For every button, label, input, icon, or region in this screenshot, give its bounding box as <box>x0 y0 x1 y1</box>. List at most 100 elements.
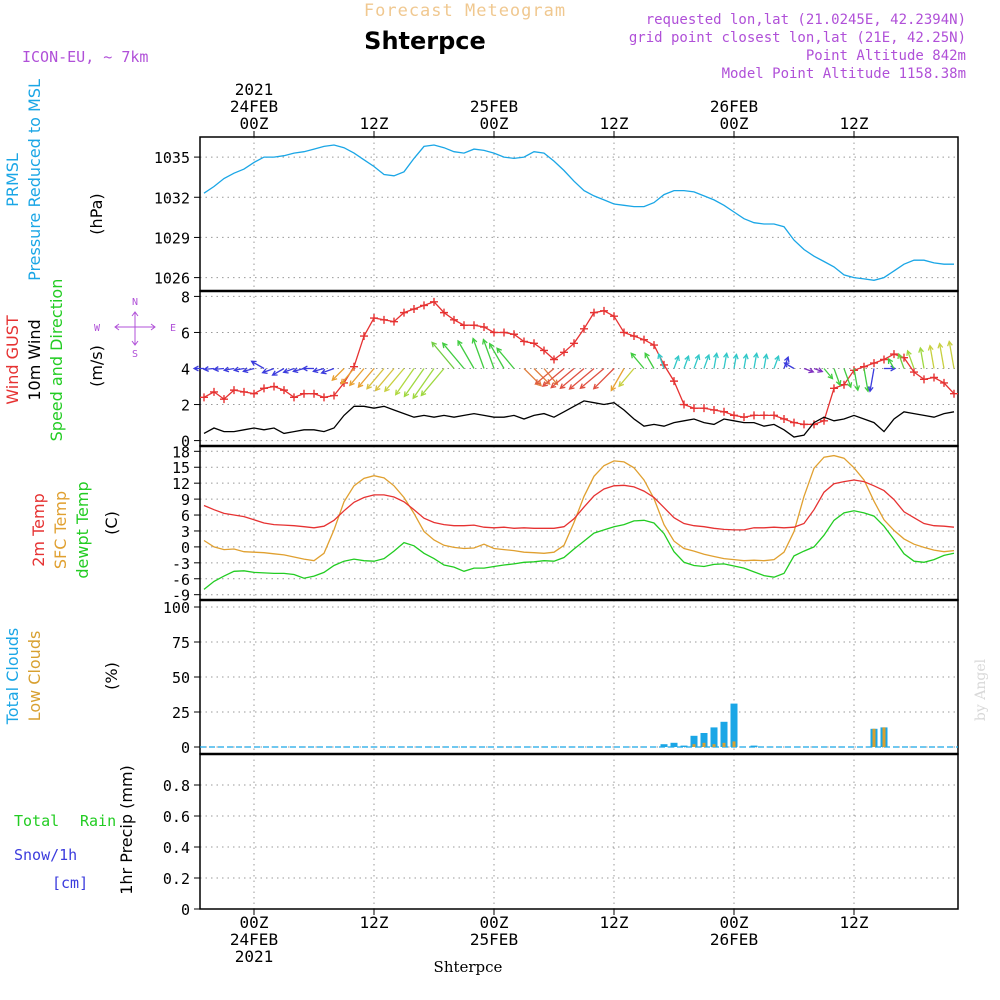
wind-arrow-shaft <box>869 368 875 392</box>
wind-arrow-shaft <box>784 362 795 370</box>
wind-arrow-head <box>348 380 355 387</box>
gust-marker <box>360 332 368 341</box>
time-label: 2021 <box>235 80 274 99</box>
wind-arrow-shaft <box>204 367 215 371</box>
time-label: 25FEB <box>470 97 518 116</box>
gust-marker <box>950 389 958 398</box>
wind-arrow-shaft <box>366 368 385 390</box>
gust-marker <box>600 306 608 315</box>
wind-arrow <box>543 368 559 386</box>
wind-arrow-shaft <box>535 368 555 385</box>
time-label: 00Z <box>240 913 269 932</box>
wind-arrow-head <box>808 367 815 374</box>
wind-arrow-head <box>723 351 729 359</box>
wind-arrow <box>673 354 680 369</box>
y-tick-label: 9 <box>181 491 190 509</box>
wind-arrow-head <box>937 342 944 349</box>
wind-arrow-head <box>232 366 240 373</box>
gust-marker <box>820 416 828 425</box>
wind-arrow-head <box>320 368 327 375</box>
wind-arrow-shaft <box>420 368 445 396</box>
time-label: 00Z <box>240 114 269 133</box>
gust-marker <box>720 407 728 416</box>
wind-arrow-head <box>271 370 278 376</box>
wind-arrow <box>657 352 665 369</box>
total-label: Total <box>14 812 59 830</box>
wind-arrow-head <box>384 386 390 393</box>
total-cloud-bar <box>750 745 758 747</box>
wind-arrow-shaft <box>683 355 690 369</box>
wind-arrow <box>482 338 495 369</box>
y-tick-label: 1029 <box>154 229 190 247</box>
low-cloud-bar <box>872 728 876 747</box>
gust-marker <box>640 335 648 344</box>
wind-arrow-head <box>394 389 401 396</box>
panel-frame <box>199 136 959 292</box>
gust-marker <box>830 384 838 393</box>
time-label: 25FEB <box>470 930 518 949</box>
y-tick-label: 2 <box>181 397 190 415</box>
gust-marker <box>580 324 588 333</box>
model-label: ICON-EU, ~ 7km <box>22 48 148 66</box>
prmsl-label: PRMSL <box>3 153 22 207</box>
wind-arrow <box>301 365 314 372</box>
y-tick-label: 6 <box>181 324 190 342</box>
wind-arrow-shaft <box>938 343 945 369</box>
gust-marker <box>250 389 258 398</box>
y-tick-label: 0.8 <box>163 777 190 795</box>
wind-arrow-head <box>579 383 586 390</box>
wind-arrow-head <box>534 379 541 385</box>
wind-arrow <box>937 342 945 369</box>
panel-clouds: 0 25 50 75 100 <box>163 599 959 757</box>
time-label: 12Z <box>840 114 869 133</box>
pressure-unit: (hPa) <box>87 193 106 234</box>
precip-unit-label: 1hr Precip (mm) <box>117 765 136 895</box>
wind-arrow <box>222 366 235 373</box>
y-tick-label: 0 <box>181 901 190 919</box>
gust-marker <box>620 328 628 337</box>
wind-arrow-head <box>846 382 853 389</box>
gust-marker <box>430 297 438 306</box>
wind-arrow-head <box>261 368 268 375</box>
time-label: 12Z <box>840 913 869 932</box>
wind-arrow <box>202 366 215 372</box>
wind-arrow-head <box>536 380 543 387</box>
gust-marker <box>310 389 318 398</box>
gust-marker <box>890 350 898 359</box>
wind-arrow-shaft <box>224 367 235 371</box>
wind-arrow-shaft <box>375 368 395 391</box>
wind-arrow-shaft <box>919 347 925 369</box>
compass-w: W <box>94 323 101 334</box>
wind-arrow <box>783 362 795 370</box>
total-cloud-bar <box>720 721 728 747</box>
wind-arrow <box>320 367 335 375</box>
wind-arrow-shaft <box>733 354 738 369</box>
gust-marker <box>530 339 538 348</box>
wind-arrow <box>644 352 655 369</box>
wind-arrow-head <box>282 368 289 374</box>
low-cloud-bar <box>692 744 696 747</box>
y-tick-label: 0.4 <box>163 839 190 857</box>
wind-arrow <box>753 351 759 369</box>
wind-arrow-shaft <box>472 338 485 369</box>
gust-marker <box>370 314 378 323</box>
wind-arrow-head <box>312 367 319 374</box>
time-label: 12Z <box>360 913 389 932</box>
wind-arrow-shaft <box>644 352 655 369</box>
wind-arrow-head <box>292 367 299 374</box>
y-tick-label: 50 <box>172 669 190 687</box>
wind-arrow-shaft <box>523 368 542 387</box>
wind-arrow-head <box>906 349 912 356</box>
wind-arrow-shaft <box>262 367 275 374</box>
wind-arrow-head <box>331 375 338 382</box>
y-tick-label: -9 <box>172 587 190 605</box>
wind-arrow <box>610 368 625 392</box>
wind-arrow <box>918 346 925 369</box>
wind-arrow-head <box>610 385 616 392</box>
wind-arrow-head <box>644 352 650 359</box>
wind-arrow-shaft <box>496 347 515 369</box>
wind-arrow <box>441 342 465 369</box>
gust-marker <box>610 312 618 321</box>
